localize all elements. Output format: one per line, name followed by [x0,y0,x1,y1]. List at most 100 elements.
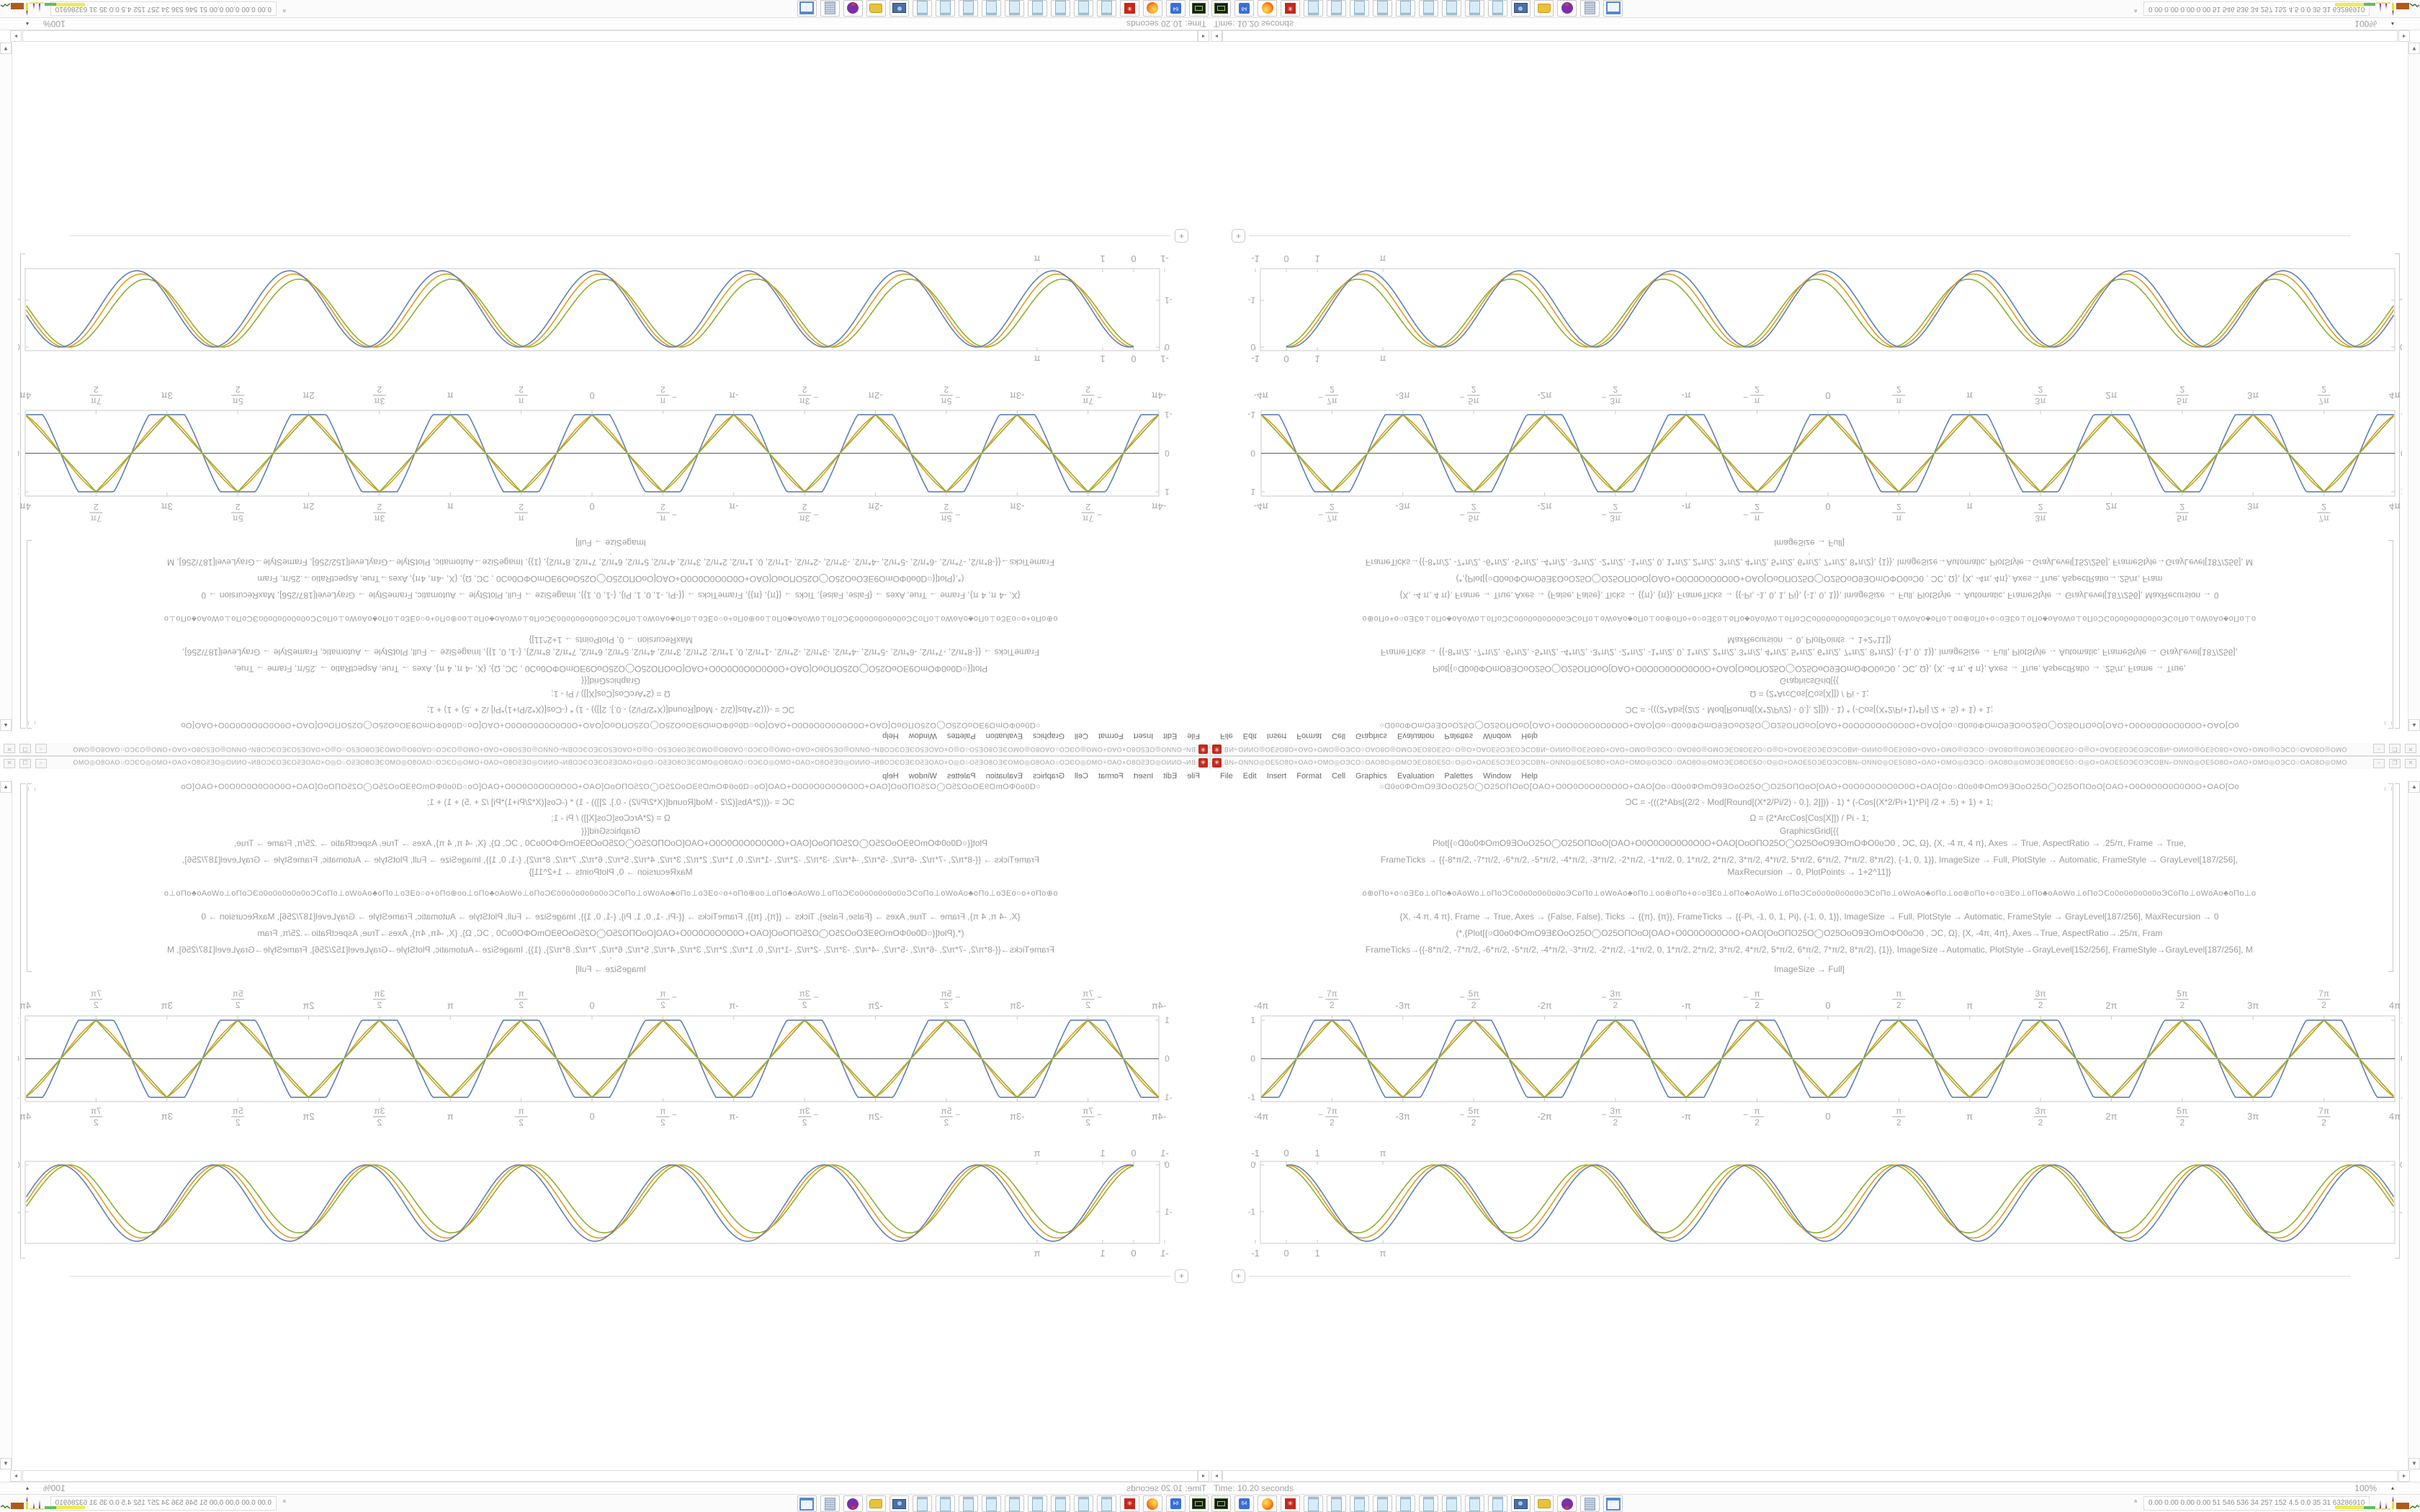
notepad-icon[interactable] [1097,1495,1116,1512]
notepad-icon[interactable] [1350,1495,1369,1512]
chat-app-icon[interactable] [843,0,863,17]
vm-64-icon[interactable]: 64 [1234,1495,1254,1512]
scroll-document-icon[interactable] [820,0,840,17]
folder-icon[interactable] [1534,1495,1554,1512]
notepad-icon[interactable] [936,1495,955,1512]
notepad-icon[interactable] [959,0,978,17]
magnification-dropdown-icon[interactable]: ▴ [2390,21,2394,27]
mathematica-icon[interactable]: ✳ [1120,1495,1139,1512]
notepad-icon[interactable] [1396,0,1415,17]
menu-item-help[interactable]: Help [1521,772,1538,780]
magnification-dropdown-icon[interactable]: ▴ [26,21,30,27]
menu-item-cell[interactable]: Cell [1332,772,1346,780]
scroll-right-icon[interactable]: ▸ [2398,1470,2410,1482]
close-button[interactable]: ✕ [2405,759,2416,768]
firefox-icon[interactable] [1143,0,1162,17]
notepad-icon[interactable] [982,0,1001,17]
notepad-icon[interactable] [1051,0,1070,17]
scroll-up-icon[interactable]: ▲ [2408,781,2420,793]
vm-64-icon[interactable]: 64 [1166,1495,1186,1512]
notepad-icon[interactable] [1074,0,1093,17]
chat-app-icon[interactable] [843,1495,863,1512]
scroll-document-icon[interactable] [1580,0,1600,17]
tray-expander-icon[interactable]: » [281,9,289,13]
mathematica-icon[interactable]: ✳ [1281,1495,1300,1512]
horizontal-scroll-track[interactable] [1222,1470,2398,1482]
notepad-icon[interactable] [1442,1495,1461,1512]
scroll-down-icon[interactable]: ▼ [2408,42,2420,54]
scroll-down-icon[interactable]: ▼ [0,42,12,54]
scroll-up-icon[interactable]: ▲ [2408,719,2420,731]
menu-item-insert[interactable]: Insert [1266,772,1287,780]
notepad-icon[interactable] [1051,1495,1070,1512]
chat-app-icon[interactable] [1557,1495,1577,1512]
media-viewer-icon[interactable] [889,0,909,17]
window-manager-icon[interactable] [797,0,817,17]
scroll-document-icon[interactable] [1580,1495,1600,1512]
notepad-icon[interactable] [1465,0,1484,17]
restore-button[interactable]: ❐ [2389,759,2401,768]
scroll-left-icon[interactable]: ◂ [1211,1470,1222,1482]
insert-plus-icon[interactable]: + [1175,229,1188,243]
notepad-icon[interactable] [1465,1495,1484,1512]
notepad-icon[interactable] [982,1495,1001,1512]
menu-item-palettes[interactable]: Palettes [1444,772,1474,780]
minimize-button[interactable]: – [2373,759,2385,768]
notepad-icon[interactable] [1350,0,1369,17]
media-viewer-icon[interactable] [889,1495,909,1512]
magnification-control[interactable]: 100% [43,1483,66,1493]
vm-64-icon[interactable]: 64 [1234,0,1254,17]
scroll-up-icon[interactable]: ▲ [0,719,12,731]
chat-app-icon[interactable] [1557,0,1577,17]
horizontal-scrollbar[interactable]: ◂ ▸ [10,1470,1210,1482]
menu-item-edit[interactable]: Edit [1242,772,1257,780]
screenshot-tool-icon[interactable] [1211,1495,1231,1512]
notepad-icon[interactable] [1074,1495,1093,1512]
scroll-right-icon[interactable]: ▸ [10,30,22,42]
cell-insert-bar[interactable]: + [65,1269,1188,1284]
scroll-left-icon[interactable]: ◂ [1198,1470,1209,1482]
mathematica-icon[interactable]: ✳ [1120,0,1139,17]
cell-bracket-inner[interactable] [2385,540,2393,729]
menu-item-graphics[interactable]: Graphics [1355,772,1388,780]
notepad-icon[interactable] [1097,0,1116,17]
horizontal-scrollbar[interactable]: ◂ ▸ [10,30,1210,42]
tray-expander-icon[interactable]: » [2131,9,2139,13]
notepad-icon[interactable] [1304,0,1323,17]
cell-bracket-outer[interactable] [2391,783,2400,1259]
scroll-down-icon[interactable]: ▼ [0,1458,12,1470]
window-manager-icon[interactable] [1603,1495,1623,1512]
notepad-icon[interactable] [1396,1495,1415,1512]
scroll-right-icon[interactable]: ▸ [2398,30,2410,42]
horizontal-scrollbar[interactable]: ◂ ▸ [1210,30,2410,42]
mathematica-icon[interactable]: ✳ [1281,0,1300,17]
scroll-left-icon[interactable]: ◂ [1211,30,1222,42]
cell-bracket-inner[interactable] [2385,783,2393,972]
cell-bracket-inner[interactable] [27,540,35,729]
firefox-icon[interactable] [1258,1495,1277,1512]
cell-insert-bar[interactable]: + [1232,1269,2355,1284]
notepad-icon[interactable] [1028,0,1047,17]
scroll-down-icon[interactable]: ▼ [2408,1458,2420,1470]
media-viewer-icon[interactable] [1511,1495,1531,1512]
notepad-icon[interactable] [1442,0,1461,17]
scroll-document-icon[interactable] [820,1495,840,1512]
notepad-icon[interactable] [1304,1495,1323,1512]
vm-64-icon[interactable]: 64 [1166,0,1186,17]
cell-insert-bar[interactable]: + [65,228,1188,243]
notepad-icon[interactable] [1488,0,1507,17]
window-manager-icon[interactable] [797,1495,817,1512]
cell-insert-bar[interactable]: + [1232,228,2355,243]
screenshot-tool-icon[interactable] [1189,0,1209,17]
scroll-up-icon[interactable]: ▲ [0,781,12,793]
notepad-icon[interactable] [1419,0,1438,17]
window-titlebar[interactable]: ✳ ΒΝ⌐ΟΝΝΟ◎ΟΕ5Ο8Ο×ΟΑΟ+ΟΜΟ◎ΟЭϹΟ○ΟΑΟ8Ο◎ΟΜΟЭ… [1210,756,2420,769]
media-viewer-icon[interactable] [1511,0,1531,17]
menu-item-evaluation[interactable]: Evaluation [1397,772,1435,780]
horizontal-scrollbar[interactable]: ◂ ▸ [1210,1470,2410,1482]
magnification-control[interactable]: 100% [2354,19,2377,29]
scroll-right-icon[interactable]: ▸ [10,1470,22,1482]
insert-plus-icon[interactable]: + [1232,1269,1245,1283]
tray-expander-icon[interactable]: » [2131,1499,2139,1503]
folder-icon[interactable] [866,0,886,17]
